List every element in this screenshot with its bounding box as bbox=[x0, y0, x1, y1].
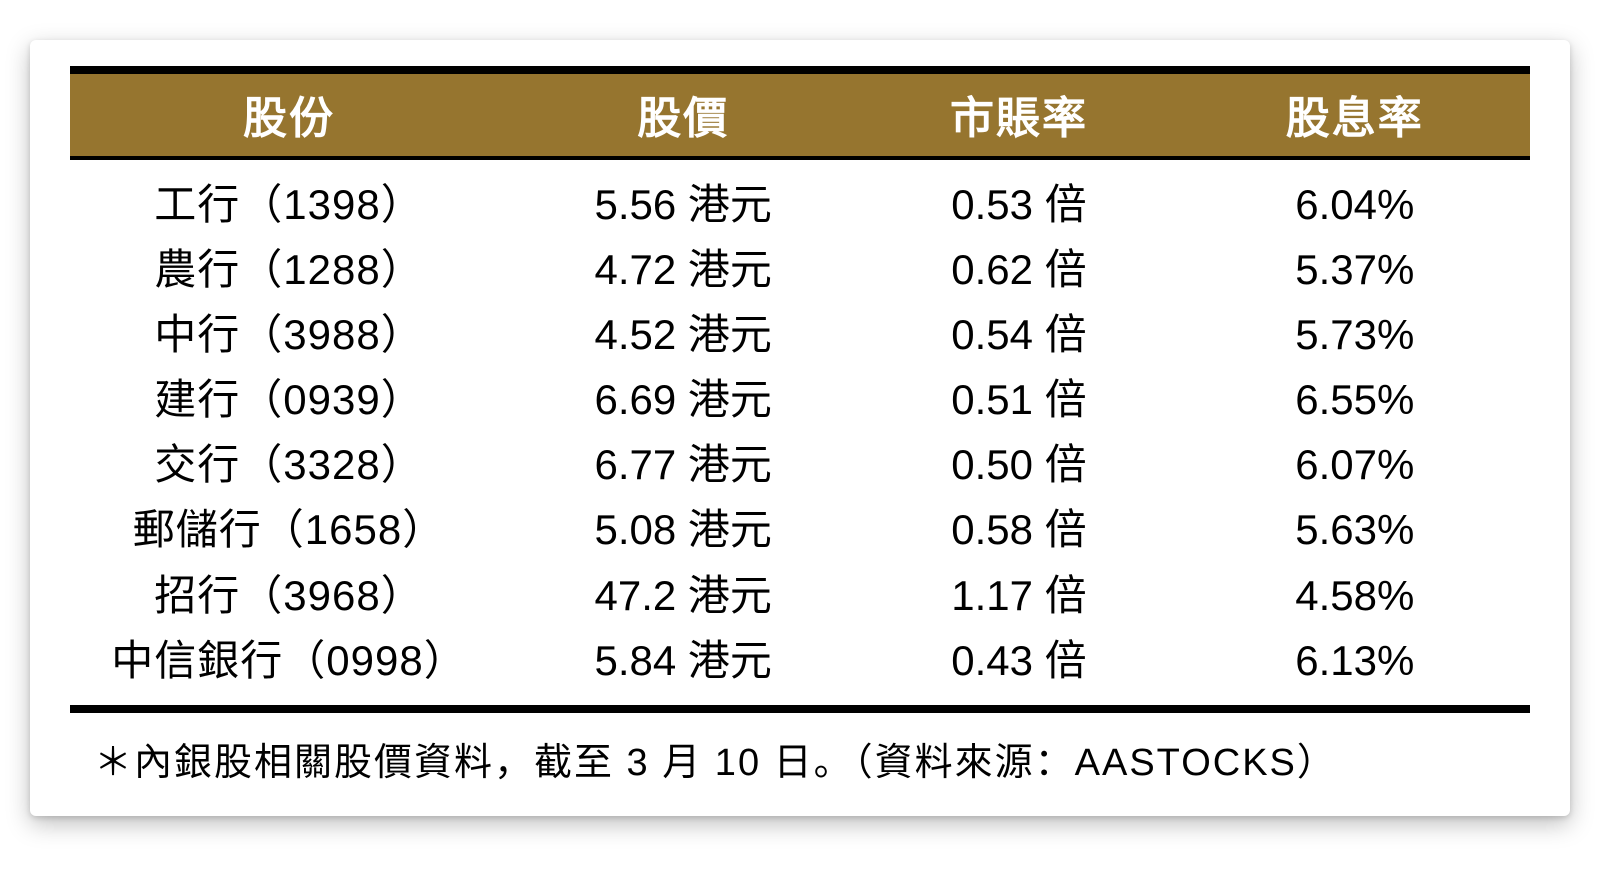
cell-stock-name: 工行（1398） bbox=[70, 172, 508, 237]
cell-pb: 0.58 倍 bbox=[858, 497, 1179, 562]
table-row: 建行（0939）6.69 港元0.51 倍6.55% bbox=[70, 367, 1530, 432]
cell-pb: 0.50 倍 bbox=[858, 432, 1179, 497]
cell-yield: 5.63% bbox=[1180, 497, 1530, 562]
cell-pb: 0.53 倍 bbox=[858, 172, 1179, 237]
bottom-rule bbox=[70, 705, 1530, 713]
header-cell-pb: 市賬率 bbox=[858, 82, 1179, 146]
stock-table-card: 股份 股價 市賬率 股息率 工行（1398）5.56 港元0.53 倍6.04%… bbox=[30, 40, 1570, 816]
cell-pb: 0.54 倍 bbox=[858, 302, 1179, 367]
cell-stock-name: 中信銀行（0998） bbox=[70, 628, 508, 693]
table-row: 郵儲行（1658）5.08 港元0.58 倍5.63% bbox=[70, 497, 1530, 562]
table-row: 農行（1288）4.72 港元0.62 倍5.37% bbox=[70, 237, 1530, 302]
table-header-row: 股份 股價 市賬率 股息率 bbox=[70, 74, 1530, 156]
cell-stock-name: 招行（3968） bbox=[70, 563, 508, 628]
cell-price: 4.52 港元 bbox=[508, 302, 858, 367]
cell-yield: 6.55% bbox=[1180, 367, 1530, 432]
footnote: ＊內銀股相關股價資料，截至 3 月 10 日。（資料來源：AASTOCKS） bbox=[70, 713, 1530, 786]
cell-price: 6.69 港元 bbox=[508, 367, 858, 432]
header-cell-stock: 股份 bbox=[70, 82, 508, 146]
table-row: 中行（3988）4.52 港元0.54 倍5.73% bbox=[70, 302, 1530, 367]
table-row: 交行（3328）6.77 港元0.50 倍6.07% bbox=[70, 432, 1530, 497]
cell-price: 4.72 港元 bbox=[508, 237, 858, 302]
cell-price: 5.08 港元 bbox=[508, 497, 858, 562]
top-rule bbox=[70, 66, 1530, 74]
cell-yield: 5.37% bbox=[1180, 237, 1530, 302]
header-cell-yield: 股息率 bbox=[1180, 82, 1530, 146]
cell-pb: 1.17 倍 bbox=[858, 563, 1179, 628]
cell-yield: 6.13% bbox=[1180, 628, 1530, 693]
table-row: 中信銀行（0998）5.84 港元0.43 倍6.13% bbox=[70, 628, 1530, 693]
table-body: 工行（1398）5.56 港元0.53 倍6.04%農行（1288）4.72 港… bbox=[70, 160, 1530, 697]
table-row: 招行（3968）47.2 港元1.17 倍4.58% bbox=[70, 563, 1530, 628]
cell-stock-name: 中行（3988） bbox=[70, 302, 508, 367]
cell-pb: 0.62 倍 bbox=[858, 237, 1179, 302]
cell-stock-name: 郵儲行（1658） bbox=[70, 497, 508, 562]
cell-pb: 0.51 倍 bbox=[858, 367, 1179, 432]
cell-yield: 5.73% bbox=[1180, 302, 1530, 367]
cell-price: 47.2 港元 bbox=[508, 563, 858, 628]
cell-yield: 6.07% bbox=[1180, 432, 1530, 497]
cell-yield: 4.58% bbox=[1180, 563, 1530, 628]
cell-yield: 6.04% bbox=[1180, 172, 1530, 237]
cell-stock-name: 建行（0939） bbox=[70, 367, 508, 432]
cell-price: 5.84 港元 bbox=[508, 628, 858, 693]
cell-price: 5.56 港元 bbox=[508, 172, 858, 237]
cell-price: 6.77 港元 bbox=[508, 432, 858, 497]
header-cell-price: 股價 bbox=[508, 82, 858, 146]
cell-stock-name: 交行（3328） bbox=[70, 432, 508, 497]
table-row: 工行（1398）5.56 港元0.53 倍6.04% bbox=[70, 172, 1530, 237]
cell-pb: 0.43 倍 bbox=[858, 628, 1179, 693]
cell-stock-name: 農行（1288） bbox=[70, 237, 508, 302]
